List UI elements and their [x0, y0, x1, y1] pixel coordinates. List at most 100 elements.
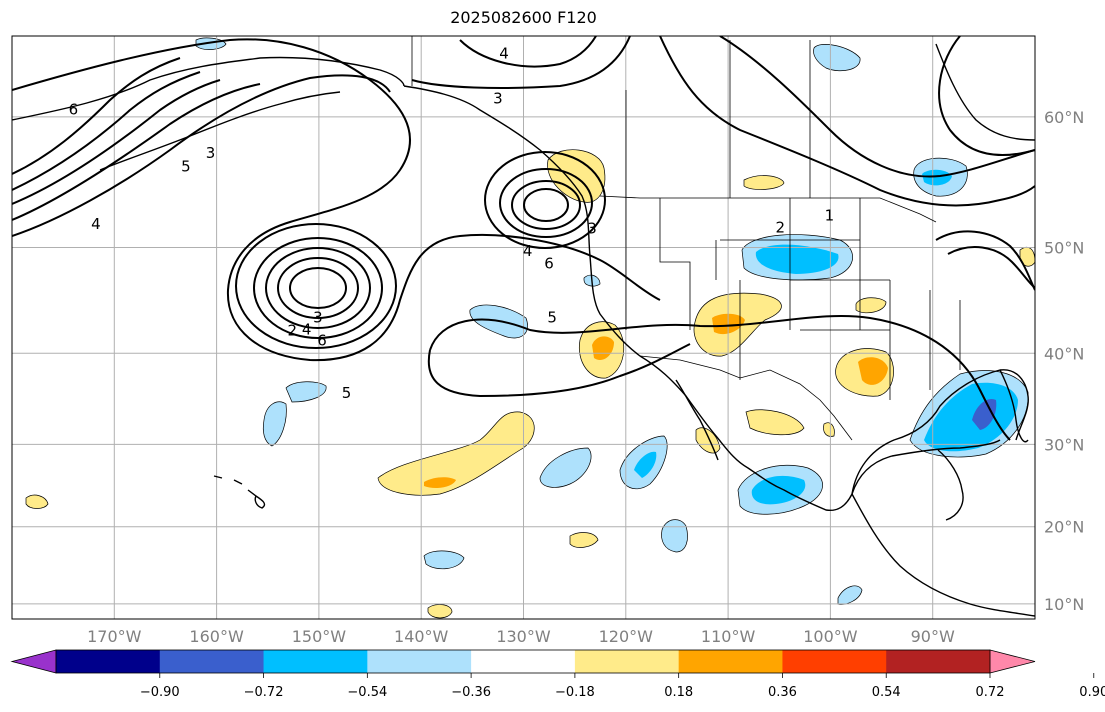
colorbar-segment	[782, 650, 887, 673]
contour-low-ring	[277, 257, 359, 319]
shade-pos-light	[377, 411, 535, 496]
shade-neg-light	[539, 447, 592, 488]
latitude-labels: 60°N 50°N 40°N 30°N 20°N 10°N	[1044, 108, 1084, 614]
coastline-gulf	[851, 439, 1001, 495]
coastline-central-america	[851, 493, 1035, 617]
coastline-hawaii	[213, 475, 266, 509]
contour-label: 1	[825, 206, 835, 224]
shade-neg-light	[285, 381, 327, 403]
contour-line	[427, 343, 691, 398]
coastline-north-america	[403, 85, 1029, 512]
contour-label: 3	[313, 308, 323, 326]
contour-high-ring	[511, 180, 581, 230]
shade-neg-light	[813, 44, 861, 72]
contour-line	[429, 314, 1011, 441]
shade-pos-mid	[592, 336, 614, 361]
contour-label: 6	[317, 331, 327, 349]
contour-label: 3	[493, 90, 503, 108]
contour-line	[12, 71, 201, 191]
coastline-baja	[675, 379, 719, 461]
contour-label: 5	[547, 308, 557, 326]
colorbar-extend-low	[10, 649, 57, 674]
lon-tick-label: 140°W	[394, 627, 449, 646]
contour-label: 4	[523, 242, 533, 260]
shade-neg-mid	[751, 475, 806, 505]
contour-line	[12, 83, 261, 221]
coastline-yucatan	[937, 449, 964, 521]
lat-tick-label: 10°N	[1044, 595, 1084, 614]
coastline-aleutians	[99, 91, 341, 171]
colorbar-segment	[886, 650, 991, 673]
shade-neg-mid	[922, 169, 952, 186]
shade-pos-light	[695, 427, 721, 454]
shade-pos-light	[855, 297, 887, 314]
shade-neg-mid	[634, 451, 657, 478]
lat-tick-label: 40°N	[1044, 344, 1084, 363]
shade-pos-mid	[424, 477, 456, 488]
shade-pos-light	[569, 532, 599, 548]
map-title: 2025082600 F120	[450, 8, 597, 27]
colorbar-tick-label: 0.54	[872, 685, 901, 700]
shade-neg-dark	[972, 398, 997, 430]
colorbar: −0.90 −0.72 −0.54 −0.36 −0.18 0.18 0.36 0.54 0.7…	[10, 649, 1105, 700]
colorbar-extend-high	[989, 649, 1036, 674]
contour-label: 4	[91, 215, 101, 233]
contour-high-ring	[499, 168, 593, 238]
contour-line	[719, 36, 1035, 178]
coastline-alaska	[12, 56, 405, 121]
coastline-florida	[999, 369, 1029, 443]
map-frame	[11, 35, 1036, 620]
lon-tick-label: 150°W	[292, 627, 347, 646]
contour-line	[935, 230, 1035, 291]
colorbar-segment	[263, 650, 368, 673]
contour-label: 4	[499, 44, 509, 62]
colorbar-segment	[574, 650, 680, 673]
contour-line	[459, 36, 597, 68]
lon-tick-label: 120°W	[599, 627, 654, 646]
lat-tick-label: 60°N	[1044, 108, 1084, 127]
contour-label: 5	[342, 384, 352, 402]
colorbar-tick-label: 0.90	[1079, 685, 1105, 700]
contour-line	[411, 36, 631, 89]
colorbar-segment	[159, 650, 265, 673]
contour-line	[947, 246, 1035, 289]
contour-high-center	[523, 188, 569, 222]
shade-neg-light	[262, 401, 287, 447]
lat-tick-label: 50°N	[1044, 239, 1084, 258]
colorbar-outline	[55, 649, 991, 674]
contour-low-ring	[265, 247, 371, 329]
border-us-mexico	[639, 355, 853, 441]
border-states	[625, 40, 961, 400]
lon-tick-label: 170°W	[87, 627, 142, 646]
lon-tick-label: 110°W	[701, 627, 756, 646]
contour-low-center	[289, 267, 347, 309]
contour-label: 4	[302, 320, 312, 338]
height-contours	[12, 36, 1035, 441]
shade-neg-mid	[755, 244, 839, 274]
shade-pos-mid	[858, 357, 888, 385]
shade-pos-light	[743, 175, 785, 190]
colorbar-tick-label: −0.72	[244, 685, 284, 700]
lon-tick-label: 160°W	[189, 627, 244, 646]
shade-pos-light	[547, 149, 606, 203]
contour-label: 6	[69, 100, 79, 118]
colorbar-tick-label: 0.36	[768, 685, 797, 700]
lat-tick-label: 30°N	[1044, 435, 1084, 454]
colorbar-tick-label: −0.36	[451, 685, 491, 700]
contour-line	[12, 74, 391, 237]
colorbar-tick-label: −0.18	[555, 685, 595, 700]
coastlines	[12, 43, 1035, 617]
shade-pos-light	[745, 409, 805, 436]
contour-label: 3	[587, 220, 597, 238]
shade-neg-light	[423, 550, 465, 570]
shade-pos-light	[823, 422, 835, 437]
contour-line	[938, 36, 1035, 157]
colorbar-segment	[367, 650, 472, 673]
political-borders	[411, 36, 961, 441]
colorbar-segment	[678, 650, 783, 673]
lon-tick-label: 100°W	[803, 627, 858, 646]
contour-low-ring	[253, 237, 383, 339]
colorbar-segment	[56, 650, 161, 673]
